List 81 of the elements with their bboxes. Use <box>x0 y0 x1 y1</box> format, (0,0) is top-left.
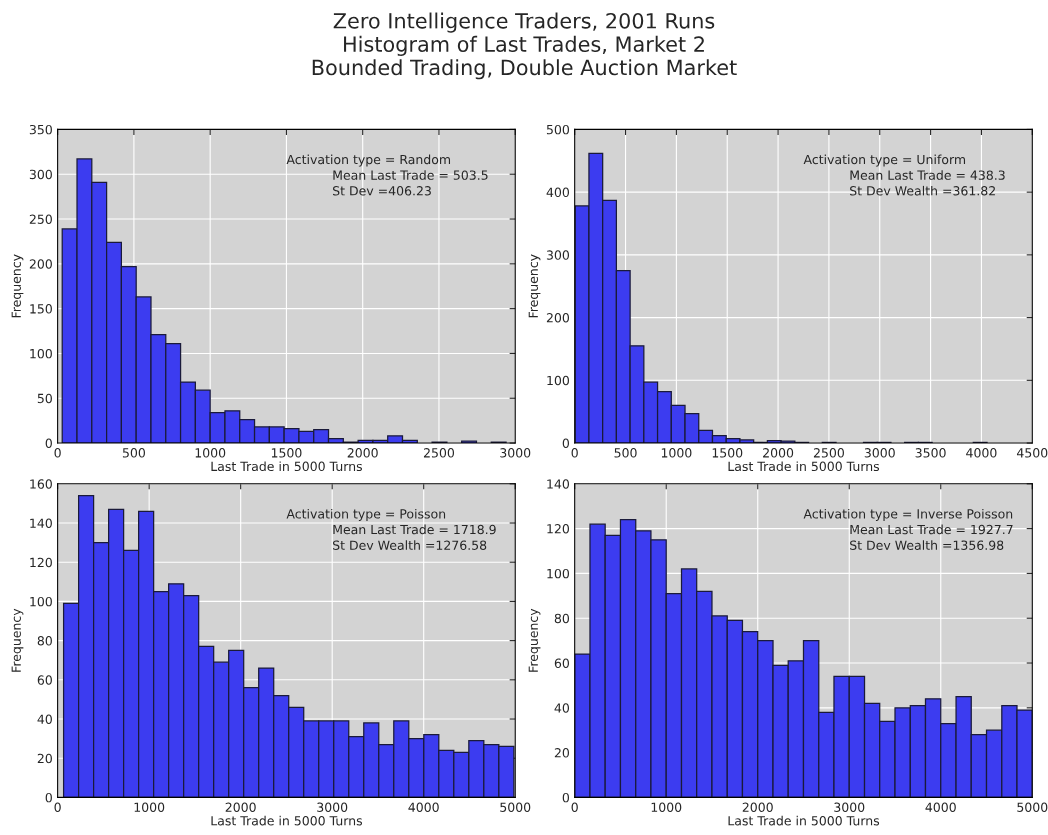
x-tick-label: 3500 <box>915 448 946 458</box>
x-tick-label: 5000 <box>500 802 531 812</box>
x-tick-label: 500 <box>614 448 637 458</box>
x-axis-title: Last Trade in 5000 Turns <box>728 461 880 472</box>
x-tick-label: 3000 <box>864 448 895 458</box>
x-tick-label: 4000 <box>966 448 997 458</box>
y-tick-label: 250 <box>29 214 52 224</box>
y-axis-title: Frequency <box>528 608 541 672</box>
y-tick-label: 100 <box>547 568 570 579</box>
x-tick-label: 4000 <box>925 802 956 812</box>
x-tick-label: 1000 <box>134 802 165 812</box>
y-tick-label: 60 <box>37 675 52 685</box>
x-tick-label: 1500 <box>712 448 743 458</box>
x-tick-label: 0 <box>54 802 61 812</box>
y-tick-label: 140 <box>547 479 570 489</box>
y-tick-label: 300 <box>546 250 570 260</box>
x-tick-label: 1000 <box>651 802 682 812</box>
annotation: Mean Last Trade = 503.5 <box>333 170 488 180</box>
x-tick-label: 2500 <box>813 448 844 458</box>
y-axis-title: Frequency <box>11 608 24 672</box>
y-tick-label: 20 <box>37 753 52 764</box>
y-tick-label: 140 <box>30 518 52 528</box>
y-tick-label: 80 <box>37 636 52 646</box>
annotation: St Dev =406.23 <box>333 186 431 196</box>
annotation: Activation type = Inverse Poisson <box>803 508 1013 521</box>
y-tick-label: 150 <box>30 304 52 314</box>
x-tick-label: 2500 <box>423 448 455 458</box>
x-tick-label: 2000 <box>763 448 794 458</box>
y-tick-label: 120 <box>547 524 570 534</box>
y-tick-label: 100 <box>30 596 52 607</box>
x-tick-label: 4000 <box>408 802 439 812</box>
y-tick-label: 350 <box>29 124 52 135</box>
y-tick-label: 60 <box>554 658 570 668</box>
y-tick-label: 160 <box>30 479 52 489</box>
annotation: Activation type = Poisson <box>286 508 446 521</box>
annotation: Activation type = Uniform <box>803 154 966 167</box>
x-tick-label: 1500 <box>271 448 302 458</box>
y-tick-label: 50 <box>37 393 52 404</box>
x-tick-label: 1000 <box>661 448 692 458</box>
y-tick-label: 0 <box>562 438 570 448</box>
annotation: Mean Last Trade = 1718.9 <box>333 524 496 535</box>
x-tick-label: 2000 <box>225 802 256 812</box>
y-tick-label: 80 <box>554 613 570 624</box>
y-tick-label: 100 <box>30 348 52 359</box>
x-tick-label: 0 <box>54 448 61 458</box>
y-tick-label: 40 <box>554 703 570 713</box>
x-tick-label: 3000 <box>317 802 348 812</box>
x-tick-label: 500 <box>122 448 145 458</box>
y-tick-label: 40 <box>37 714 52 724</box>
y-tick-label: 500 <box>546 124 570 135</box>
annotation: Activation type = Random <box>286 154 451 167</box>
y-axis-title: Frequency <box>11 254 24 318</box>
annotation: Mean Last Trade = 1927.7 <box>850 524 1013 535</box>
y-tick-label: 200 <box>546 313 570 323</box>
x-tick-label: 0 <box>571 448 578 458</box>
y-tick-label: 120 <box>30 557 52 568</box>
x-tick-label: 0 <box>571 802 578 812</box>
x-tick-label: 3000 <box>500 448 531 458</box>
y-tick-label: 0 <box>562 792 570 803</box>
annotation: St Dev Wealth =1276.58 <box>333 540 487 550</box>
y-tick-label: 200 <box>29 259 52 269</box>
x-tick-label: 3000 <box>834 802 865 812</box>
y-tick-label: 300 <box>29 169 52 180</box>
x-tick-label: 2000 <box>347 448 378 458</box>
y-tick-label: 0 <box>45 438 52 448</box>
x-tick-label: 1000 <box>195 448 226 458</box>
annotation: Mean Last Trade = 438.3 <box>850 170 1005 180</box>
x-tick-label: 5000 <box>1017 802 1048 812</box>
y-tick-label: 400 <box>546 187 570 198</box>
chart-title: Zero Intelligence Traders, 2001 Runs Histogram of Last Trades, Market 2 Bounded Trading, Double Auction Market <box>312 12 737 80</box>
y-axis-title: Frequency <box>528 254 541 318</box>
y-tick-label: 100 <box>547 375 570 386</box>
y-tick-label: 20 <box>554 748 570 758</box>
annotation: St Dev Wealth =361.82 <box>850 185 995 196</box>
x-tick-label: 4500 <box>1016 448 1048 458</box>
annotation: St Dev Wealth =1356.98 <box>850 540 1004 550</box>
x-axis-title: Last Trade in 5000 Turns <box>211 815 363 826</box>
x-tick-label: 2000 <box>742 802 773 812</box>
y-tick-label: 0 <box>45 792 52 803</box>
x-axis-title: Last Trade in 5000 Turns <box>211 461 363 472</box>
x-axis-title: Last Trade in 5000 Turns <box>728 815 880 826</box>
